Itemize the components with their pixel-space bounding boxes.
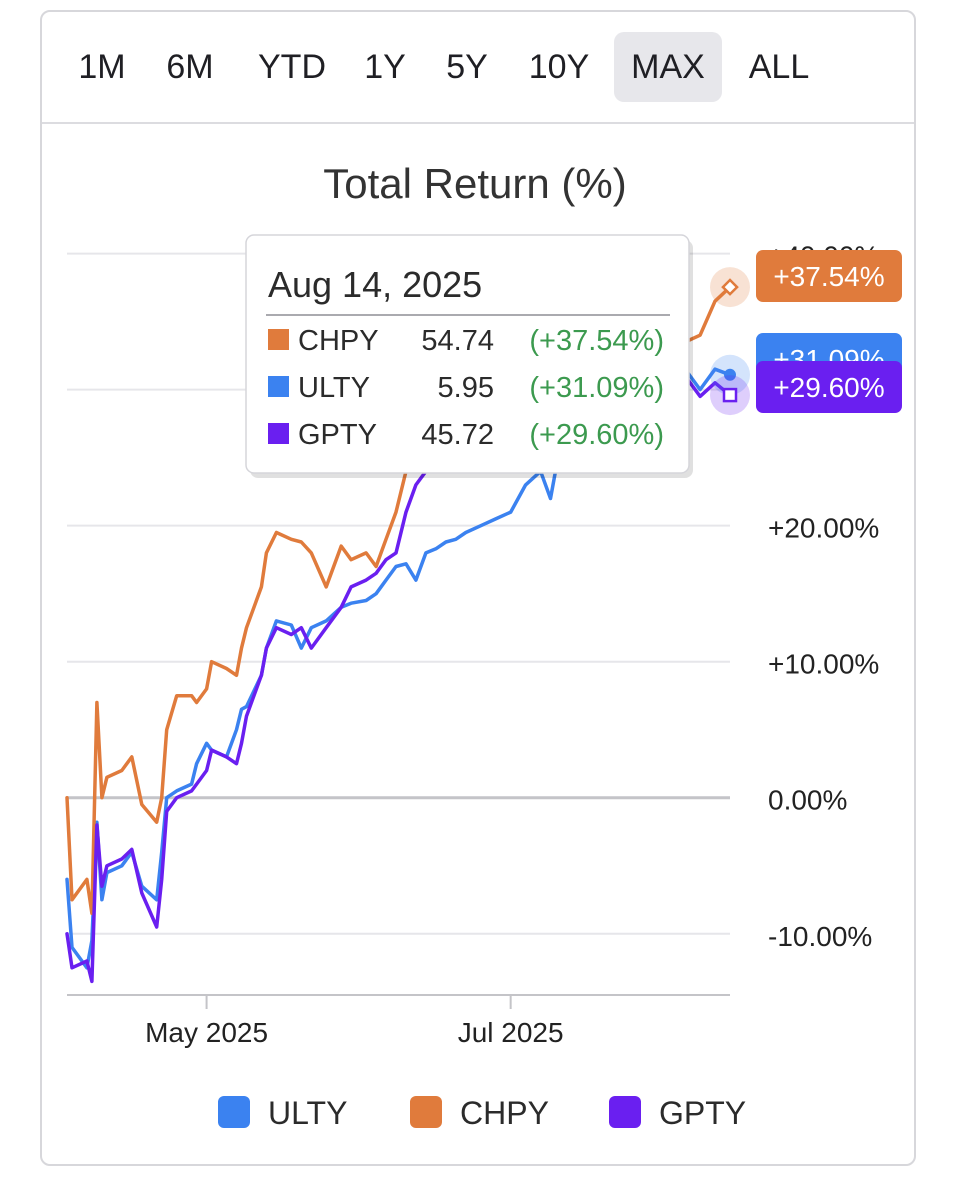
tooltip-price: 5.95 — [438, 372, 494, 404]
tooltip-series: ULTY — [298, 372, 370, 404]
tooltip-price: 54.74 — [421, 325, 494, 357]
end-marker-chpy — [721, 278, 739, 296]
tooltip-swatch-ulty — [268, 376, 289, 397]
tooltip-date: Aug 14, 2025 — [268, 264, 482, 305]
legend-label-gpty[interactable]: GPTY — [659, 1095, 746, 1131]
tooltip-series: CHPY — [298, 325, 379, 357]
tooltip-price: 45.72 — [421, 419, 494, 451]
end-marker-gpty — [722, 387, 738, 403]
legend-label-chpy[interactable]: CHPY — [460, 1095, 549, 1131]
range-tab-ytd[interactable]: YTD — [258, 48, 326, 86]
range-tab-1y[interactable]: 1Y — [364, 48, 406, 86]
end-label-badge-gpty — [756, 361, 902, 413]
y-tick-label: +20.00% — [768, 513, 879, 544]
x-axis: May 2025 Jul 2025 — [67, 994, 730, 1048]
tooltip-change: (+31.09%) — [529, 372, 664, 404]
legend-swatch-ulty[interactable] — [218, 1096, 250, 1128]
tooltip-change: (+37.54%) — [529, 325, 664, 357]
y-tick-label: +10.00% — [768, 649, 879, 680]
range-tab-6m[interactable]: 6M — [166, 48, 214, 86]
chart-title: Total Return (%) — [323, 160, 626, 207]
end-markers — [710, 267, 750, 416]
range-selector: 1M 6M YTD 1Y 5Y 10Y MAX ALL — [42, 12, 914, 124]
chart-card: 1M 6M YTD 1Y 5Y 10Y MAX ALL — [40, 10, 916, 1166]
legend-label-ulty[interactable]: ULTY — [268, 1095, 347, 1131]
range-tab-max[interactable]: MAX — [614, 32, 722, 102]
range-tab-5y[interactable]: 5Y — [446, 48, 488, 86]
y-tick-label: 0.00% — [768, 785, 847, 816]
hover-tooltip: Aug 14, 2025 CHPY 54.74 (+37.54%) ULTY 5.95 (+… — [245, 234, 693, 478]
x-tick-label: May 2025 — [145, 1017, 268, 1048]
end-labels: +31.09%+37.54%+29.60% — [756, 250, 902, 413]
end-label-badge-chpy — [756, 250, 902, 302]
range-tab-all[interactable]: ALL — [748, 48, 810, 86]
end-label-text-chpy: +37.54% — [773, 261, 884, 292]
tooltip-box — [245, 234, 690, 474]
tooltip-swatch-chpy — [268, 329, 289, 350]
tooltip-series: GPTY — [298, 419, 377, 451]
range-tab-10y[interactable]: 10Y — [528, 48, 590, 86]
tooltip-change: (+29.60%) — [529, 419, 664, 451]
x-tick-label: Jul 2025 — [458, 1017, 564, 1048]
end-marker-ulty — [724, 368, 736, 381]
range-tab-1m[interactable]: 1M — [78, 48, 126, 86]
legend-swatch-gpty[interactable] — [609, 1096, 641, 1128]
legend-swatch-chpy[interactable] — [410, 1096, 442, 1128]
tooltip-swatch-gpty — [268, 423, 289, 444]
y-tick-label: -10.00% — [768, 921, 872, 952]
end-label-text-gpty: +29.60% — [773, 372, 884, 403]
legend: ULTY CHPY GPTY — [218, 1095, 746, 1131]
